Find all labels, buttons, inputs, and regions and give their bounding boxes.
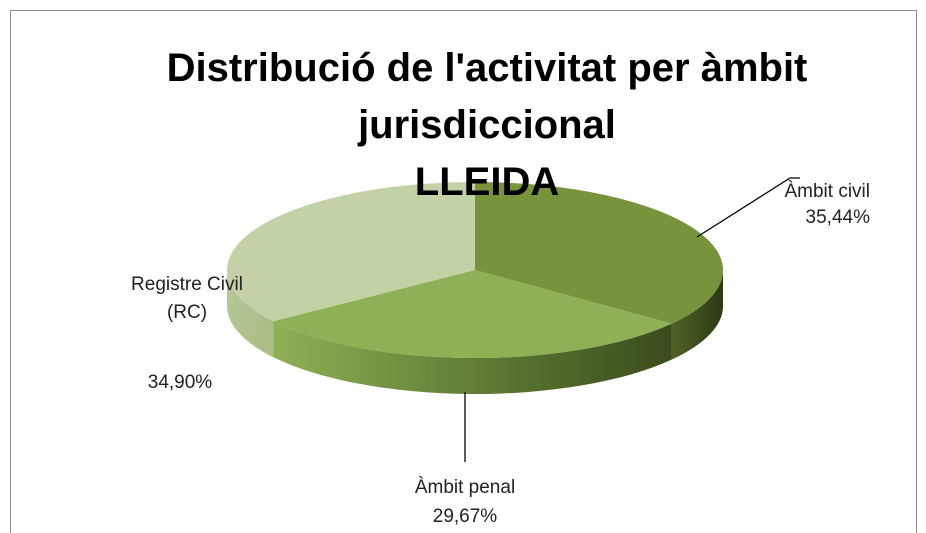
slice-side [273, 321, 672, 394]
value-label: 35,44% [805, 207, 870, 228]
slice-side [227, 270, 274, 358]
leader-line [696, 177, 800, 238]
title: Distribució de l'activitat per àmbit jur… [166, 46, 808, 147]
chart-border [10, 10, 917, 533]
slice [273, 270, 672, 359]
slice-label: Registre Civil (RC) [131, 274, 243, 323]
chart-title: Distribució de l'activitat per àmbit jur… [137, 40, 837, 211]
value-label: 34,90% [147, 372, 213, 393]
value-label: 29,67% [432, 506, 498, 527]
slice [475, 182, 723, 324]
slice-label: Àmbit civil [784, 181, 870, 202]
subtitle: LLEIDA [414, 160, 560, 204]
slice-side [671, 270, 723, 360]
slice-label: Àmbit penal [414, 477, 516, 498]
slice [227, 182, 475, 322]
